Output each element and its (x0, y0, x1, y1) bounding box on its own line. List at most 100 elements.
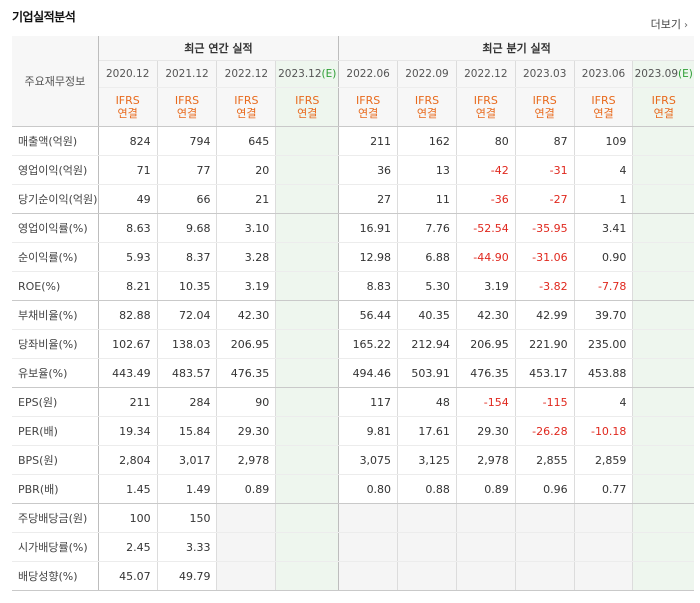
data-cell: 90 (216, 387, 276, 417)
more-link[interactable]: 더보기 › (651, 16, 688, 32)
data-cell: 117 (338, 387, 398, 417)
data-cell (632, 126, 694, 156)
data-cell: 42.30 (216, 300, 276, 330)
period-label: 2022.12 (464, 68, 508, 80)
data-cell (632, 184, 694, 214)
data-cell (338, 503, 398, 533)
data-cell: 3,125 (397, 445, 457, 475)
ifrs-header: IFRS 연결 (514, 87, 575, 127)
period-label: 2022.06 (346, 68, 390, 80)
data-cell: 162 (397, 126, 457, 156)
period-header: 2023.03 (514, 60, 575, 88)
data-cell: 5.93 (98, 242, 158, 272)
consolidated-label: 연결 (358, 107, 379, 120)
data-cell: 0.77 (573, 474, 633, 504)
data-cell: 11 (397, 184, 457, 214)
period-header: 2021.12 (156, 60, 217, 88)
data-cell: 453.17 (514, 358, 575, 388)
data-cell: 443.49 (98, 358, 158, 388)
data-cell: 102.67 (98, 329, 158, 359)
period-header: 2022.12 (216, 60, 276, 88)
data-cell: -115 (514, 387, 575, 417)
data-cell: 0.80 (338, 474, 398, 504)
data-cell: -35.95 (514, 213, 575, 243)
data-cell: 87 (514, 126, 575, 156)
data-cell: 56.44 (338, 300, 398, 330)
data-cell (632, 271, 694, 301)
data-cell: -52.54 (455, 213, 516, 243)
data-cell (275, 155, 339, 185)
data-cell: 2.45 (98, 532, 158, 562)
data-cell: 3.33 (156, 532, 217, 562)
period-label: 2020.12 (105, 68, 150, 80)
data-cell: -7.78 (573, 271, 633, 301)
ifrs-label: IFRS (174, 94, 200, 107)
data-cell: 221.90 (514, 329, 575, 359)
data-cell (632, 300, 694, 330)
data-cell: 72.04 (156, 300, 217, 330)
data-cell: 206.95 (216, 329, 276, 359)
data-cell: 39.70 (573, 300, 633, 330)
table-row: 당좌비율(%) 102.67 138.03 206.95 165.22 212.94 206… (12, 329, 694, 359)
data-cell (632, 242, 694, 272)
data-cell (275, 416, 339, 446)
data-cell: 3,017 (156, 445, 217, 475)
table-row: PER(배) 19.34 15.84 29.30 9.81 17.61 29.30 -26.2… (12, 416, 694, 446)
financial-summary-table: 주요재무정보 최근 연간 실적 최근 분기 실적 2020.12 2021.12 2… (12, 36, 694, 591)
table-row: 당기순이익(억원) 49 66 21 27 11 -36 -27 1 (12, 184, 694, 214)
row-label: PER(배) (12, 416, 99, 446)
ifrs-header: IFRS 연결 (98, 87, 158, 127)
data-cell (275, 271, 339, 301)
estimate-mark: (E) (678, 68, 693, 80)
row-label: 배당성향(%) (12, 561, 99, 591)
data-cell: 10.35 (156, 271, 217, 301)
data-cell: 150 (156, 503, 217, 533)
consolidated-label: 연결 (475, 107, 496, 120)
ifrs-header: IFRS 연결 (275, 87, 339, 127)
data-cell: 2,978 (455, 445, 516, 475)
row-label: 부채비율(%) (12, 300, 99, 330)
data-cell: 21 (216, 184, 276, 214)
data-cell: -42 (455, 155, 516, 185)
data-cell: 284 (156, 387, 217, 417)
data-cell: -31 (514, 155, 575, 185)
period-header: 2023.09(E) (632, 60, 694, 88)
ifrs-label: IFRS (414, 94, 440, 107)
ifrs-header: IFRS 연결 (632, 87, 694, 127)
period-label: 2022.09 (405, 68, 449, 80)
data-cell (397, 503, 457, 533)
chevron-right-icon: › (684, 20, 688, 31)
data-cell: 9.68 (156, 213, 217, 243)
consolidated-label: 연결 (236, 107, 257, 120)
data-cell: 109 (573, 126, 633, 156)
table-row: ROE(%) 8.21 10.35 3.19 8.83 5.30 3.19 -3.82 -7.7… (12, 271, 694, 301)
data-cell (275, 503, 339, 533)
table-row: 순이익률(%) 5.93 8.37 3.28 12.98 6.88 -44.90 -31.06… (12, 242, 694, 272)
period-header: 2022.06 (338, 60, 398, 88)
data-cell: 2,804 (98, 445, 158, 475)
data-cell (455, 532, 516, 562)
data-cell: 794 (156, 126, 217, 156)
data-cell: 27 (338, 184, 398, 214)
period-header: 2022.12 (455, 60, 516, 88)
data-cell (632, 416, 694, 446)
data-cell: 0.96 (514, 474, 575, 504)
ifrs-header: IFRS 연결 (455, 87, 516, 127)
data-cell: -27 (514, 184, 575, 214)
data-cell: 165.22 (338, 329, 398, 359)
data-cell: -3.82 (514, 271, 575, 301)
data-cell: 211 (98, 387, 158, 417)
table-row: 부채비율(%) 82.88 72.04 42.30 56.44 40.35 42.30 42.… (12, 300, 694, 330)
ifrs-header: IFRS 연결 (338, 87, 398, 127)
table-row: 주당배당금(원) 100 150 (12, 503, 694, 533)
data-cell: 0.89 (216, 474, 276, 504)
data-cell: -10.18 (573, 416, 633, 446)
data-cell (514, 503, 575, 533)
period-label: 2023.03 (522, 68, 567, 80)
data-cell: 2,855 (514, 445, 575, 475)
data-cell: 82.88 (98, 300, 158, 330)
data-cell: 49.79 (156, 561, 217, 591)
data-cell: -26.28 (514, 416, 575, 446)
data-cell (216, 561, 276, 591)
ifrs-label: IFRS (591, 94, 616, 107)
